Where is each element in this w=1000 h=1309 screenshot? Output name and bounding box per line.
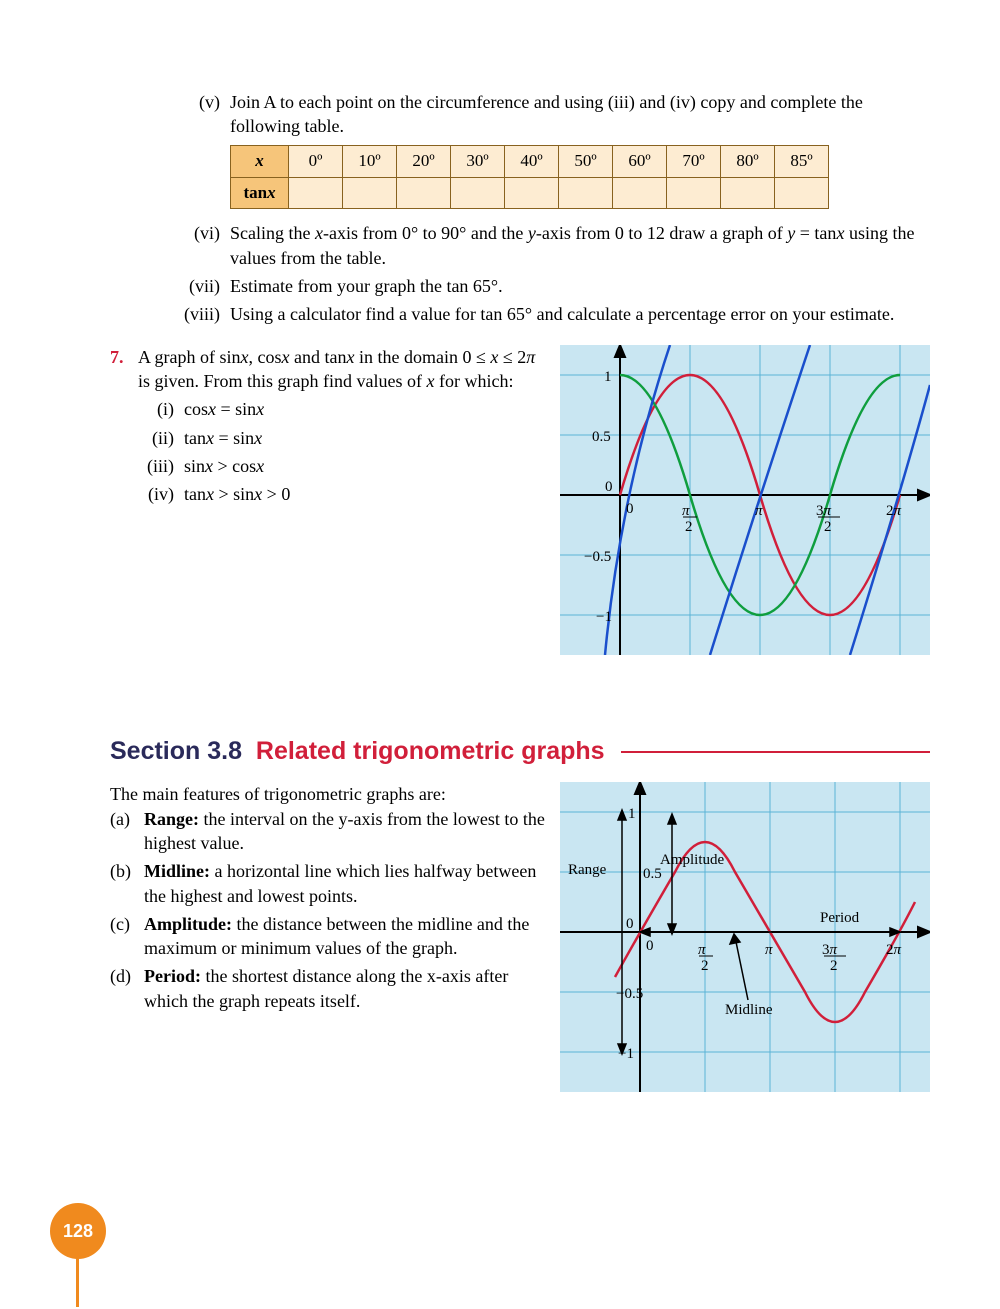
q7-iii: sinx > cosx — [184, 454, 264, 478]
section-heading: Section 3.8 Related trigonometric graphs — [110, 735, 930, 769]
svg-text:−1: −1 — [618, 1046, 634, 1062]
svg-text:−0.5: −0.5 — [584, 549, 611, 565]
svg-text:1: 1 — [628, 806, 636, 822]
q7-iv: tanx > sinx > 0 — [184, 482, 290, 506]
cell-85: 85º — [775, 145, 829, 177]
section-title: Related trigonometric graphs — [256, 735, 605, 769]
svg-text:Range: Range — [568, 862, 607, 878]
th-x: x — [255, 151, 264, 170]
text-vi: Scaling the x-axis from 0° to 90° and th… — [230, 221, 930, 270]
cell-50: 50º — [559, 145, 613, 177]
svg-text:2π: 2π — [886, 942, 902, 958]
svg-text:1: 1 — [604, 369, 612, 385]
q7-iii-label: (iii) — [138, 454, 184, 478]
cell-80: 80º — [721, 145, 775, 177]
svg-text:0: 0 — [646, 938, 654, 954]
svg-text:Midline: Midline — [725, 1002, 773, 1018]
text-vii: Estimate from your graph the tan 65°. — [230, 274, 930, 298]
features-block: The main features of trigonometric graph… — [110, 782, 930, 1092]
page-badge-tail — [76, 1257, 79, 1307]
svg-text:0.5: 0.5 — [643, 866, 662, 882]
q7-i: cosx = sinx — [184, 397, 264, 421]
cell-0: 0º — [289, 145, 343, 177]
q8-c: Amplitude: the distance between the midl… — [144, 912, 550, 961]
q8-a: Range: the interval on the y-axis from t… — [144, 807, 550, 856]
svg-text:Period: Period — [820, 910, 860, 926]
svg-text:2π: 2π — [886, 503, 902, 519]
svg-text:−0.5: −0.5 — [616, 986, 643, 1002]
tan-table: x 0º 10º 20º 30º 40º 50º 60º 70º 80º 85º… — [230, 145, 829, 210]
svg-text:2: 2 — [701, 958, 709, 974]
svg-text:π: π — [765, 942, 773, 958]
svg-text:2: 2 — [830, 958, 838, 974]
svg-text:0: 0 — [605, 479, 613, 495]
question-7: 7. A graph of sinx, cosx and tanx in the… — [110, 345, 930, 655]
roman-vi: (vi) — [166, 221, 230, 270]
q8-b: Midline: a horizontal line which lies ha… — [144, 859, 550, 908]
text-viii: Using a calculator find a value for tan … — [230, 302, 930, 326]
q8-d-label: (d) — [110, 964, 144, 1013]
item-vi: (vi) Scaling the x-axis from 0° to 90° a… — [110, 221, 930, 270]
section-num: Section 3.8 — [110, 735, 242, 769]
svg-text:2: 2 — [824, 519, 832, 535]
svg-text:0.5: 0.5 — [592, 429, 611, 445]
svg-text:−1: −1 — [596, 609, 612, 625]
svg-text:π: π — [755, 503, 763, 519]
q7-number: 7. — [110, 345, 138, 511]
roman-vii: (vii) — [166, 274, 230, 298]
q7-ii: tanx = sinx — [184, 426, 262, 450]
q8-c-label: (c) — [110, 912, 144, 961]
page-number-badge: 128 — [50, 1203, 106, 1259]
cell-40: 40º — [505, 145, 559, 177]
q7-i-label: (i) — [138, 397, 184, 421]
item-vii: (vii) Estimate from your graph the tan 6… — [110, 274, 930, 298]
q8-b-label: (b) — [110, 859, 144, 908]
svg-text:Amplitude: Amplitude — [660, 852, 725, 868]
item-viii: (viii) Using a calculator find a value f… — [110, 302, 930, 326]
roman-viii: (viii) — [166, 302, 230, 326]
trig-chart-2: 1 0.5 0 −0.5 −1 0 π 2 π 3π 2 2π Range Am… — [560, 782, 930, 1092]
svg-text:0: 0 — [626, 501, 634, 517]
q8-a-label: (a) — [110, 807, 144, 856]
q7-iv-label: (iv) — [138, 482, 184, 506]
item-v: (v) Join A to each point on the circumfe… — [110, 90, 930, 217]
roman-v: (v) — [166, 90, 230, 217]
text-v: Join A to each point on the circumferenc… — [230, 90, 930, 139]
q8-intro: The main features of trigonometric graph… — [110, 782, 550, 806]
cell-60: 60º — [613, 145, 667, 177]
cell-30: 30º — [451, 145, 505, 177]
th-tanx: tanx — [243, 183, 275, 202]
trig-chart-1: 1 0.5 0 −0.5 −1 0 π 2 π 3π 2 2π — [560, 345, 930, 655]
cell-70: 70º — [667, 145, 721, 177]
svg-text:2: 2 — [685, 519, 693, 535]
q8-d: Period: the shortest distance along the … — [144, 964, 550, 1013]
cell-10: 10º — [343, 145, 397, 177]
q7-intro: A graph of sinx, cosx and tanx in the do… — [138, 345, 542, 394]
svg-text:0: 0 — [626, 916, 634, 932]
q7-ii-label: (ii) — [138, 426, 184, 450]
cell-20: 20º — [397, 145, 451, 177]
page-number: 128 — [63, 1219, 93, 1243]
section-line — [621, 751, 930, 753]
